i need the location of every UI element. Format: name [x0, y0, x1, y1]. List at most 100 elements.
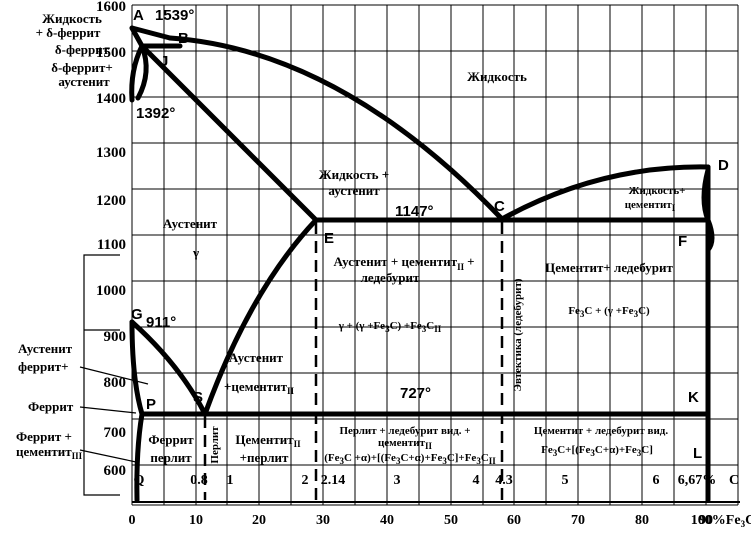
region-liquid-delta: Жидкость [42, 11, 102, 26]
region-ferrite-cementite: цементитIII [16, 444, 83, 461]
phase-lines [129, 25, 715, 503]
grid [131, 4, 739, 506]
region-cementite-perlite: ЦементитII [235, 432, 301, 449]
point-p: P [146, 396, 156, 413]
x-tick: 40 [380, 513, 394, 528]
temp-727: 727° [400, 385, 431, 402]
region-austenite: Аустенит [163, 216, 218, 231]
leader-line [79, 406, 137, 414]
region-austenite-ferrite: феррит+ [18, 359, 69, 374]
y-tick: 1300 [96, 145, 126, 161]
point-a: A [133, 7, 144, 24]
liquidus-cd [499, 164, 711, 222]
x-c-tick: 4 [473, 473, 480, 488]
region-cementite-ledeburite: Цементит + ледебурит вид. [534, 425, 668, 437]
x-axis-pct-ticks: 0 10 20 30 40 50 60 70 80 90 100%Fe3C [129, 513, 751, 529]
temp-1147: 1147° [395, 203, 434, 220]
x-tick: 20 [252, 513, 266, 528]
point-k: K [688, 389, 699, 406]
y-tick: 900 [104, 329, 127, 345]
y-tick: 600 [104, 463, 127, 479]
x-tick: 10 [189, 513, 203, 528]
point-g: G [131, 306, 143, 323]
x-tick-unit: 100%Fe3C [691, 513, 751, 529]
region-ferrite-perlite: Феррит [148, 432, 194, 447]
formula-perlite-ledeburite: (Fe3C +α)+[(Fe3C+α)+Fe3C]+Fe3CII [324, 452, 496, 466]
formula-cementite: Fe3C + (γ +Fe3C) [568, 305, 650, 319]
df-bend [701, 167, 715, 253]
y-tick: 800 [104, 375, 127, 391]
x-c-tick: 4.3 [495, 473, 513, 488]
x-c-tick: 0.8 [190, 473, 208, 488]
x-axis-c-ticks: Q 0.8 1 2 2.14 3 4 4.3 5 6 6,67% C [134, 473, 740, 488]
x-tick: 80 [635, 513, 649, 528]
region-aust-cem-led: Аустенит + цементитII + [333, 254, 474, 272]
formula-austenite: γ + (γ +Fe3C) +Fe3CII [338, 320, 442, 334]
point-c: C [494, 198, 505, 215]
temp-1539: 1539° [155, 7, 194, 24]
region-labels: Жидкость Жидкость + δ-феррит δ-феррит δ-… [16, 11, 685, 466]
region-ferrite-perlite: перлит [150, 450, 192, 465]
y-tick: 1200 [96, 193, 126, 209]
nj-curve [129, 43, 145, 103]
region-cem-led: Цементит+ ледебурит [545, 260, 673, 275]
y-tick: 1000 [96, 283, 126, 299]
temperature-labels: 1539° 1392° 1147° 911° 727° [136, 7, 434, 402]
temp-911: 911° [146, 314, 176, 331]
temp-1392: 1392° [136, 105, 175, 122]
region-liquid-austenite: Жидкость + [319, 167, 389, 182]
leader-line [79, 449, 137, 463]
solidus-ah [129, 25, 145, 49]
region-delta-austenite: δ-феррит+ [51, 60, 113, 75]
region-ferrite: Феррит [28, 399, 74, 414]
region-austenite-cementite: Аустенит [229, 350, 284, 365]
x-tick: 70 [571, 513, 585, 528]
y-tick: 700 [104, 425, 127, 441]
region-liquid-austenite: аустенит [328, 183, 380, 198]
region-eutectic: Эвтектика (ледебурит) [512, 278, 524, 391]
x-c-tick: 5 [562, 473, 569, 488]
x-c-tick: 3 [394, 473, 401, 488]
region-gamma: γ [192, 245, 199, 260]
leader-line [79, 366, 149, 385]
liquidus-ab [129, 25, 173, 41]
x-c-tick: 2 [302, 473, 309, 488]
y-tick: 1500 [96, 45, 126, 61]
x-tick: 60 [507, 513, 521, 528]
point-b: B [178, 30, 189, 47]
point-s: S [193, 389, 203, 406]
formula-cementite-ledeburite: Fe3C+[(Fe3C+α)+Fe3C] [541, 444, 653, 458]
region-perlite-ledeburite: цементитII [378, 437, 433, 451]
x-tick: 90 [699, 513, 713, 528]
region-liquid-cementite: Жидкость+ [629, 185, 686, 197]
y-tick: 1100 [97, 237, 126, 253]
region-austenite-ferrite: Аустенит [18, 341, 73, 356]
gp-line [129, 319, 145, 417]
region-delta-austenite: аустенит [58, 74, 110, 89]
x-tick: 50 [444, 513, 458, 528]
x-c-tick: C [729, 473, 739, 488]
region-cementite-perlite: +перлит [240, 450, 289, 465]
region-liquid-delta: + δ-феррит [36, 25, 101, 40]
region-perlite-ledeburite: Перлит + ледебурит вид. + [339, 425, 470, 437]
y-tick: 1600 [96, 0, 126, 15]
region-perlite: Перлит [209, 426, 221, 464]
point-e: E [324, 230, 334, 247]
liquidus-bc [167, 35, 505, 222]
y-axis-ticks: 1600 1500 1400 1300 1200 1100 1000 900 8… [96, 0, 126, 479]
es-line [202, 217, 319, 417]
gs-line [129, 319, 208, 417]
point-d: D [718, 157, 729, 174]
x-c-tick: 6 [653, 473, 660, 488]
left-bracket [83, 254, 120, 496]
x-c-tick: 2.14 [321, 473, 346, 488]
x-tick: 30 [316, 513, 330, 528]
x-c-tick: 1 [227, 473, 234, 488]
je-solidus [139, 43, 319, 223]
region-delta-ferrite: δ-феррит [55, 42, 110, 57]
region-austenite-cementite: +цементитII [224, 379, 295, 396]
point-labels: A B J G P S E C D F K L [131, 7, 729, 462]
region-ferrite-cementite: Феррит + [16, 429, 72, 444]
region-liquid-cementite: цементитI [625, 199, 676, 213]
point-j: J [160, 53, 168, 70]
